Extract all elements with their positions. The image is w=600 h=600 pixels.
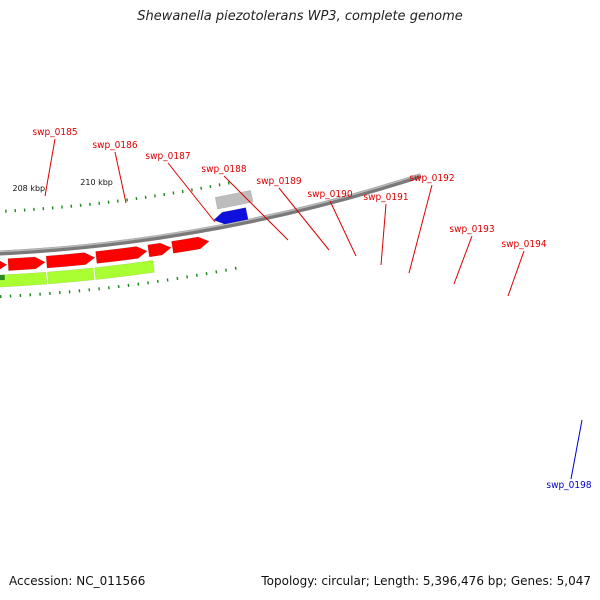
genome-summary: Topology: circular; Length: 5,396,476 bp… bbox=[261, 574, 591, 588]
gene-arrow-forward bbox=[147, 242, 172, 258]
gene-label: swp_0198 bbox=[546, 480, 591, 491]
gene-label: swp_0194 bbox=[501, 239, 546, 250]
gene-arrow-forward bbox=[171, 236, 210, 254]
ruler-tick bbox=[227, 181, 230, 185]
ruler-tick bbox=[218, 183, 221, 187]
gene-label: swp_0188 bbox=[201, 164, 246, 175]
gene-leader-line bbox=[223, 175, 289, 241]
accession-label: Accession: NC_011566 bbox=[9, 574, 146, 588]
gene-leader-line bbox=[570, 419, 583, 480]
gene-label: swp_0187 bbox=[145, 151, 190, 162]
gene-label: swp_0190 bbox=[307, 189, 352, 200]
ruler-tick bbox=[200, 186, 203, 190]
gene-arrow-reverse bbox=[213, 207, 249, 225]
gene-leader-line bbox=[167, 162, 216, 223]
gene-label: swp_0189 bbox=[256, 176, 301, 187]
genome-backbone bbox=[0, 173, 422, 256]
gene-leader-line bbox=[329, 200, 357, 257]
cds-band-overlap bbox=[0, 274, 6, 281]
gene-arrow-forward bbox=[0, 260, 8, 270]
gene-leader-line bbox=[453, 235, 473, 285]
gene-label: swp_0186 bbox=[92, 140, 137, 151]
genome-title: Shewanella piezotolerans WP3, complete g… bbox=[137, 9, 463, 24]
gene-leader-line bbox=[507, 250, 525, 297]
ruler-tick bbox=[190, 188, 193, 192]
gene-leader-line bbox=[44, 138, 56, 197]
cds-band bbox=[0, 271, 48, 288]
ruler-tick-outer bbox=[215, 270, 218, 274]
gene-leader-line bbox=[114, 151, 127, 204]
ruler-tick-outer bbox=[205, 272, 208, 276]
gene-arrow-forward bbox=[95, 246, 148, 264]
gene-label: swp_0191 bbox=[363, 192, 408, 203]
gene-leader-line bbox=[380, 203, 387, 266]
gene-label: swp_0185 bbox=[32, 127, 77, 138]
gene-arrow-forward bbox=[7, 256, 46, 271]
cds-band bbox=[94, 260, 155, 280]
gene-label: swp_0192 bbox=[409, 173, 454, 184]
gene-label: swp_0193 bbox=[449, 224, 494, 235]
ruler-label: 208 kbp bbox=[13, 184, 46, 193]
ruler-label: 210 kbp bbox=[80, 178, 113, 187]
ruler-tick-outer bbox=[234, 266, 237, 270]
ruler-tick bbox=[209, 184, 212, 189]
gene-leader-line bbox=[408, 184, 433, 274]
gene-leader-line bbox=[278, 187, 330, 251]
ruler-tick-outer bbox=[225, 268, 227, 272]
gene-arrow-forward bbox=[45, 252, 96, 269]
genome-backbone-highlight bbox=[0, 173, 421, 253]
cds-band bbox=[47, 267, 95, 285]
